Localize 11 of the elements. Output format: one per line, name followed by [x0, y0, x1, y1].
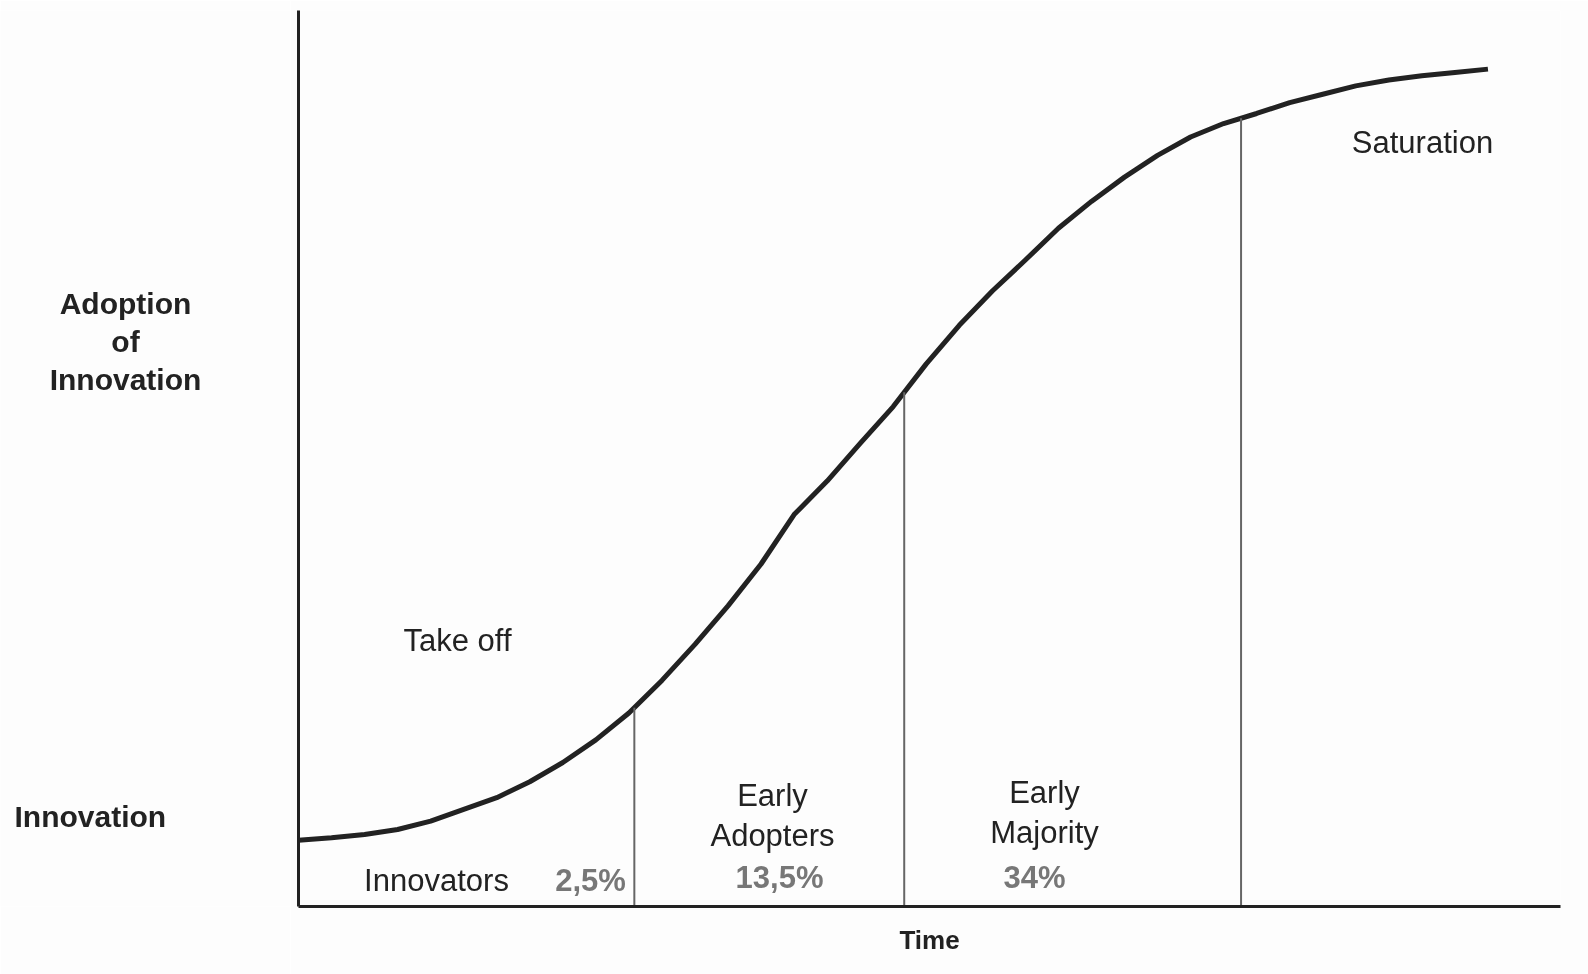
annotation: Early Majority [990, 774, 1100, 851]
x-axis-title: Time [899, 924, 960, 955]
annotation: 2,5% [555, 863, 626, 898]
annotation: Early Adopters [710, 777, 835, 854]
annotation: Innovators [364, 863, 509, 898]
annotation: Saturation [1351, 125, 1494, 160]
annotation: 34% [1003, 860, 1066, 895]
annotation: 13,5% [735, 860, 824, 895]
annotation: Take off [403, 623, 512, 658]
y-axis-title: Adoption of Innovation [49, 287, 202, 397]
text: Innovation [14, 799, 167, 833]
